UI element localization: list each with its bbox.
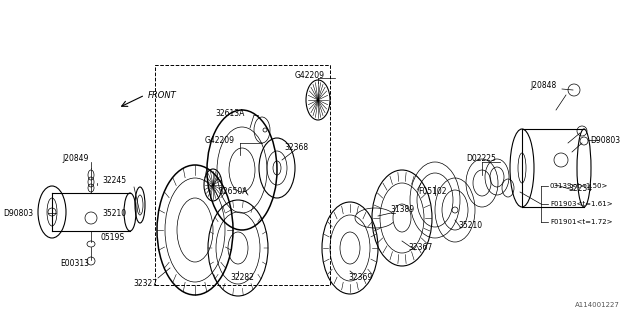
Text: 0313S<t=1.50>: 0313S<t=1.50> (550, 183, 609, 189)
Text: F05102: F05102 (418, 188, 447, 196)
Text: D90803: D90803 (590, 135, 620, 145)
Text: 32327: 32327 (133, 278, 157, 287)
Text: 32282: 32282 (230, 274, 254, 283)
Text: 32245: 32245 (102, 175, 126, 185)
Text: F01901<t=1.72>: F01901<t=1.72> (550, 219, 612, 225)
Text: A114001227: A114001227 (575, 302, 620, 308)
Text: D90803: D90803 (3, 209, 33, 218)
Text: J20848: J20848 (530, 81, 556, 90)
Text: FRONT: FRONT (148, 91, 177, 100)
Text: 32367: 32367 (408, 244, 432, 252)
Bar (155, 65, 330, 285)
Text: G42209: G42209 (295, 70, 325, 79)
Text: J20849: J20849 (62, 154, 88, 163)
Text: 32368: 32368 (284, 142, 308, 151)
Text: E00313: E00313 (60, 259, 89, 268)
Text: 32650A: 32650A (218, 188, 248, 196)
Text: F01903<t=1.61>: F01903<t=1.61> (550, 201, 612, 207)
Text: 32613A: 32613A (215, 108, 244, 117)
Text: 31389: 31389 (390, 205, 414, 214)
Text: 0519S: 0519S (100, 234, 124, 243)
Text: 35210: 35210 (458, 220, 482, 229)
Text: 32234: 32234 (568, 183, 592, 193)
Text: D02225: D02225 (466, 154, 496, 163)
Text: 32369: 32369 (348, 274, 372, 283)
Text: G42209: G42209 (205, 135, 235, 145)
Text: 35210: 35210 (102, 209, 126, 218)
